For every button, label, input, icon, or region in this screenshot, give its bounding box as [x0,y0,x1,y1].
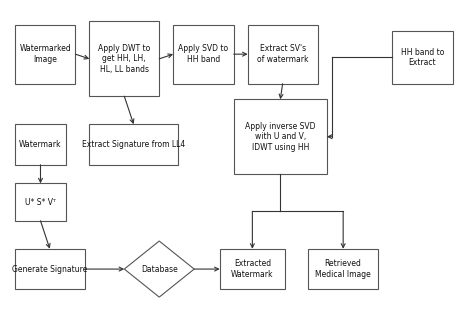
Text: Retrieved
Medical Image: Retrieved Medical Image [315,259,371,279]
Bar [248,25,318,84]
Bar [15,124,66,165]
Text: Database: Database [141,265,178,274]
Text: Apply SVD to
HH band: Apply SVD to HH band [178,44,228,64]
Polygon shape [124,241,194,297]
Text: Extract Signature from LL4: Extract Signature from LL4 [82,140,185,149]
Bar [90,124,178,165]
Bar [220,249,285,289]
Text: Generate Signature: Generate Signature [12,265,88,274]
Text: Watermark: Watermark [19,140,62,149]
Text: Extract SV's
of watermark: Extract SV's of watermark [257,44,309,64]
Bar [15,184,66,221]
Bar [392,31,453,84]
Text: Watermarked
Image: Watermarked Image [19,44,71,64]
Text: HH band to
Extract: HH band to Extract [401,48,444,67]
Text: U* S* Vᵀ: U* S* Vᵀ [25,197,56,207]
Bar [15,25,75,84]
Bar [15,249,85,289]
Text: Apply DWT to
get HH, LH,
HL, LL bands: Apply DWT to get HH, LH, HL, LL bands [98,44,150,74]
Bar [234,99,327,174]
Text: Extracted
Watermark: Extracted Watermark [231,259,273,279]
Bar [90,22,159,96]
Bar [308,249,378,289]
Bar [173,25,234,84]
Text: Apply inverse SVD
with U and V,
IDWT using HH: Apply inverse SVD with U and V, IDWT usi… [245,122,316,152]
